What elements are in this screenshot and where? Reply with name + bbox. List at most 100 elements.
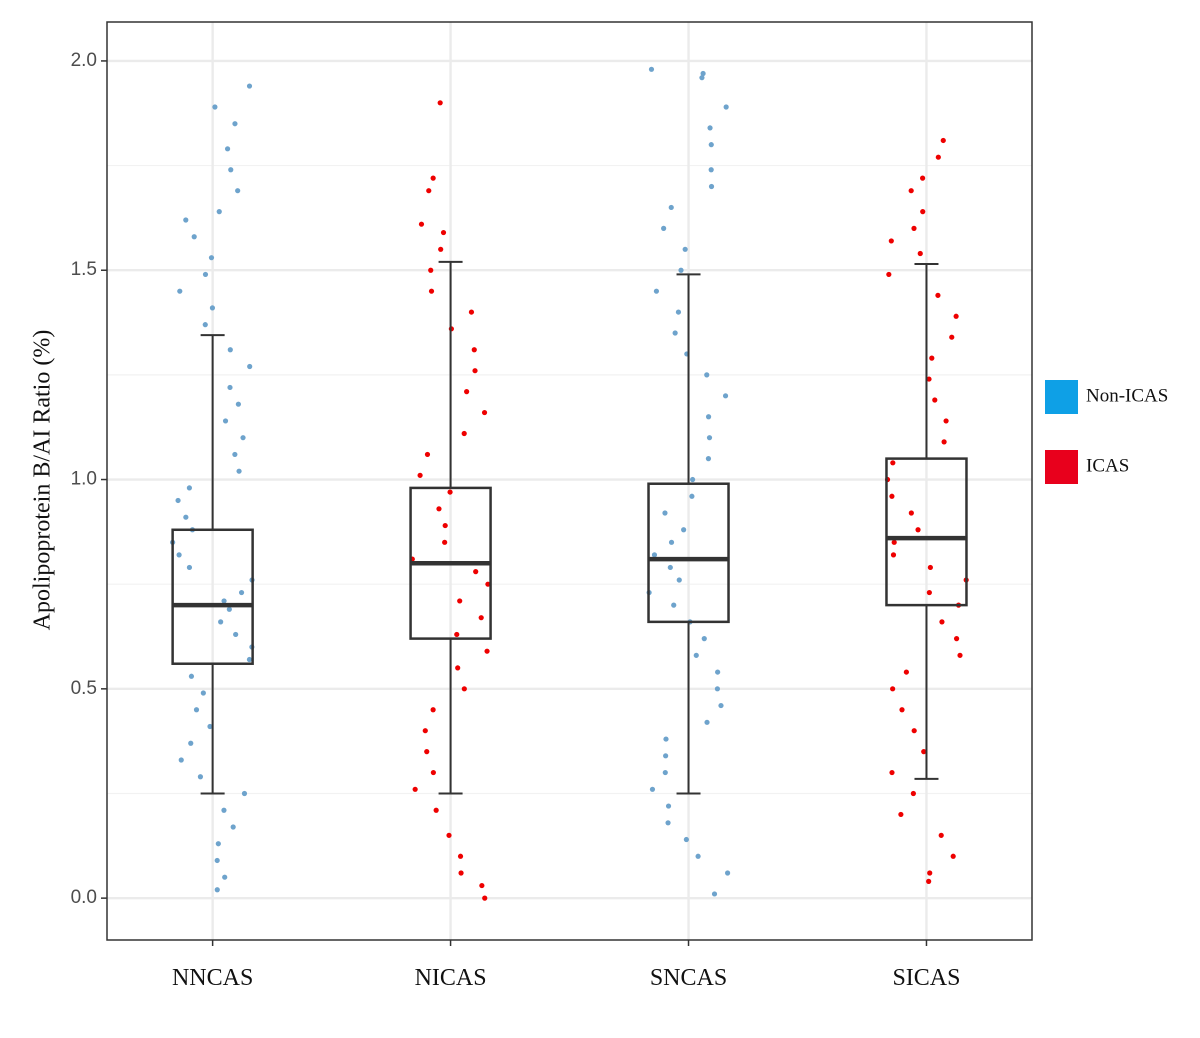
- data-point: [938, 832, 944, 838]
- data-point: [177, 288, 183, 294]
- data-point: [899, 707, 905, 713]
- data-point: [247, 363, 253, 370]
- data-point: [455, 665, 461, 671]
- data-point: [672, 330, 678, 336]
- data-point: [681, 527, 687, 533]
- data-point: [890, 460, 896, 466]
- data-point: [461, 686, 467, 692]
- data-point: [218, 619, 224, 625]
- data-point: [671, 602, 677, 608]
- data-point: [663, 736, 669, 742]
- data-point: [418, 221, 425, 227]
- data-point: [178, 757, 184, 763]
- data-point: [479, 882, 485, 889]
- data-point: [675, 309, 682, 315]
- data-point: [718, 702, 724, 709]
- data-point: [957, 652, 963, 658]
- data-point: [889, 769, 895, 776]
- data-point: [886, 271, 892, 278]
- data-point: [926, 376, 932, 382]
- data-point: [910, 790, 916, 797]
- data-point: [663, 753, 669, 759]
- box: [409, 260, 492, 795]
- data-point: [216, 209, 222, 215]
- data-point: [233, 631, 239, 638]
- data-point: [191, 234, 197, 240]
- data-point: [705, 414, 712, 420]
- y-axis-label: Apolipoprotein B/AI Ratio (%): [30, 330, 56, 631]
- data-point: [953, 636, 960, 642]
- data-point: [468, 309, 475, 315]
- data-point: [911, 225, 917, 231]
- data-point: [668, 204, 674, 211]
- data-point: [890, 686, 896, 692]
- data-point: [915, 527, 921, 533]
- data-point: [246, 83, 253, 89]
- y-tick-label: 1.0: [71, 469, 97, 490]
- box: [885, 262, 968, 780]
- data-point: [440, 229, 447, 236]
- data-point: [461, 430, 467, 437]
- data-point: [464, 389, 470, 395]
- data-point: [908, 510, 914, 516]
- data-point: [927, 870, 933, 876]
- data-point: [238, 589, 245, 596]
- data-point: [426, 188, 432, 194]
- data-point: [661, 225, 667, 231]
- data-point: [935, 154, 941, 160]
- data-point: [447, 489, 453, 495]
- data-point: [940, 137, 946, 144]
- data-point: [939, 619, 945, 625]
- data-point: [667, 564, 673, 571]
- y-tick-label: 0.5: [71, 678, 97, 699]
- data-point: [224, 146, 231, 152]
- data-point: [232, 121, 238, 127]
- data-point: [653, 288, 660, 294]
- data-point: [708, 142, 714, 148]
- data-point: [221, 807, 227, 813]
- data-point: [202, 322, 208, 328]
- box: [647, 273, 730, 795]
- data-point: [417, 472, 423, 478]
- legend-swatch: [1045, 380, 1078, 414]
- data-point: [437, 100, 443, 106]
- data-point: [911, 728, 917, 734]
- data-point: [208, 255, 215, 261]
- data-point: [214, 857, 220, 864]
- data-point: [927, 564, 933, 571]
- data-point: [227, 384, 233, 391]
- data-point: [228, 167, 234, 173]
- data-point: [950, 853, 956, 859]
- data-point: [485, 581, 491, 587]
- data-point: [891, 539, 897, 545]
- y-tick-label: 0.0: [71, 887, 97, 908]
- data-point: [222, 418, 229, 424]
- x-tick-label: NNCAS: [172, 965, 253, 991]
- data-point: [482, 895, 488, 901]
- data-point: [183, 514, 189, 520]
- data-point: [695, 853, 701, 859]
- data-point: [446, 832, 452, 838]
- data-point: [230, 824, 236, 830]
- data-point: [215, 841, 221, 847]
- data-point: [186, 564, 193, 571]
- data-point: [454, 631, 460, 638]
- data-point: [424, 749, 430, 755]
- data-point: [932, 397, 938, 403]
- data-point: [920, 209, 926, 215]
- data-point: [212, 104, 218, 110]
- data-point: [442, 539, 448, 545]
- data-point: [723, 104, 729, 110]
- data-point: [921, 749, 927, 755]
- legend-swatch: [1045, 450, 1078, 484]
- data-point: [941, 439, 947, 445]
- data-point: [715, 669, 721, 675]
- data-point: [648, 66, 655, 72]
- data-point: [236, 468, 242, 474]
- data-point: [662, 769, 668, 776]
- data-point: [186, 485, 192, 491]
- data-point: [471, 347, 477, 353]
- data-point: [908, 188, 914, 194]
- data-point: [651, 552, 658, 558]
- data-point: [438, 246, 444, 252]
